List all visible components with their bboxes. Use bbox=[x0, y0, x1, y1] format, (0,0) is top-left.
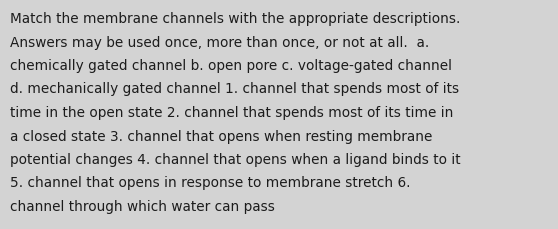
Text: channel through which water can pass: channel through which water can pass bbox=[10, 199, 275, 213]
Text: a closed state 3. channel that opens when resting membrane: a closed state 3. channel that opens whe… bbox=[10, 129, 432, 143]
Text: potential changes 4. channel that opens when a ligand binds to it: potential changes 4. channel that opens … bbox=[10, 152, 460, 166]
Text: time in the open state 2. channel that spends most of its time in: time in the open state 2. channel that s… bbox=[10, 106, 453, 120]
Text: chemically gated channel b. open pore c. voltage-gated channel: chemically gated channel b. open pore c.… bbox=[10, 59, 452, 73]
Text: 5. channel that opens in response to membrane stretch 6.: 5. channel that opens in response to mem… bbox=[10, 176, 411, 190]
Text: Answers may be used once, more than once, or not at all.  a.: Answers may be used once, more than once… bbox=[10, 35, 429, 49]
Text: d. mechanically gated channel 1. channel that spends most of its: d. mechanically gated channel 1. channel… bbox=[10, 82, 459, 96]
Text: Match the membrane channels with the appropriate descriptions.: Match the membrane channels with the app… bbox=[10, 12, 460, 26]
